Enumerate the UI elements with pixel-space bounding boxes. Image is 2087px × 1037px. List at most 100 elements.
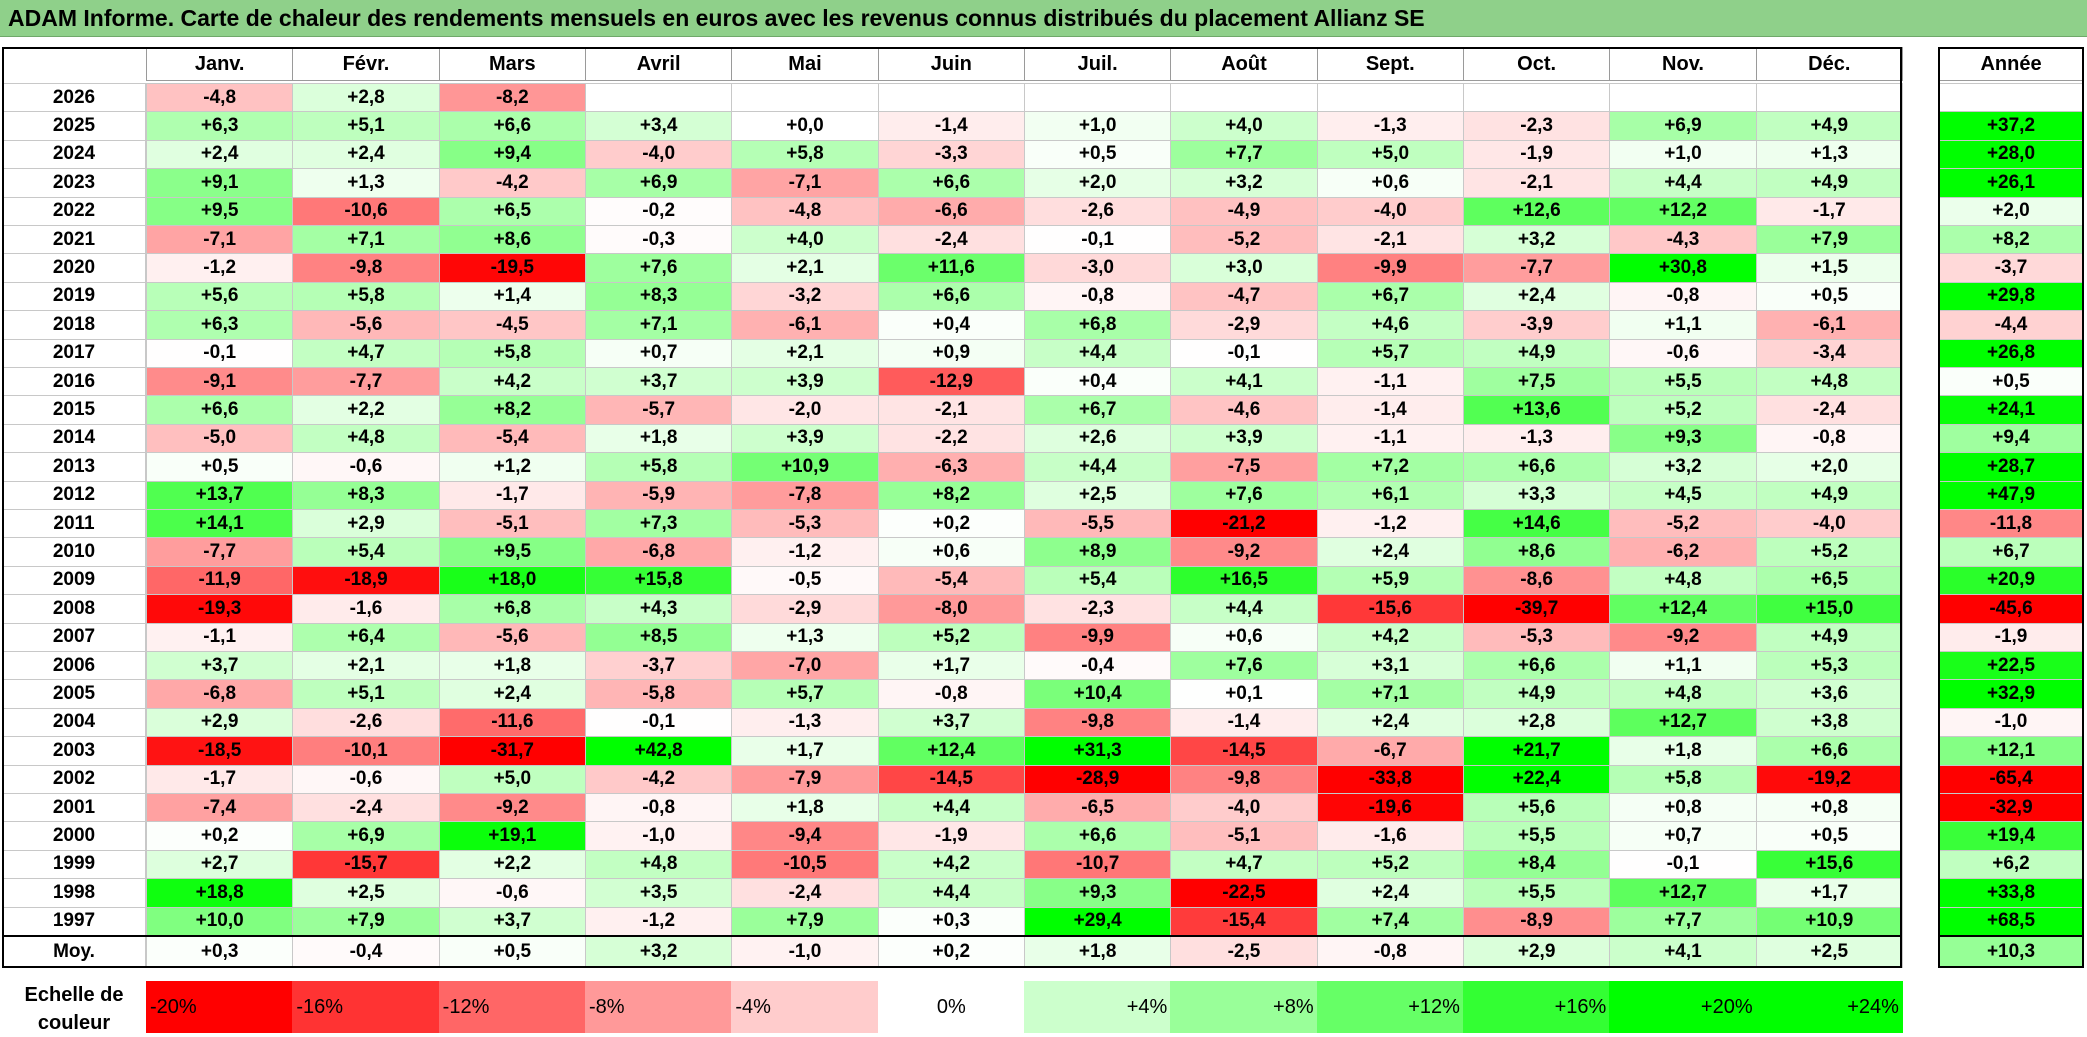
average-cell: +2,9 [1462,936,1611,968]
heatmap-cell: +0,5 [1755,821,1903,851]
year-label: 2025 [2,111,146,141]
heatmap-cell: +12,6 [1462,196,1611,226]
color-scale-step: -16% [292,981,440,1033]
heatmap-cell: -1,0 [584,821,733,851]
heatmap-cell: +12,7 [1609,878,1757,908]
heatmap-cell: +4,2 [1316,622,1464,652]
heatmap-cell: +9,3 [1609,423,1757,454]
heatmap-cell: -4,2 [584,764,733,794]
heatmap-cell: -6,7 [1316,736,1464,766]
annual-cell: +9,4 [1938,423,2084,454]
heatmap-cell: -7,1 [731,168,879,198]
heatmap-cell: +0,7 [584,338,733,368]
heatmap-cell: -4,2 [438,168,586,198]
heatmap-cell: +4,5 [1609,480,1757,510]
heatmap-cell: +2,1 [292,651,440,681]
heatmap-cell: +7,6 [1170,651,1318,681]
year-label: 2001 [2,793,146,823]
heatmap-cell: +3,7 [438,906,586,936]
heatmap-cell: +7,1 [1316,679,1464,709]
annual-cell: +0,5 [1938,367,2084,397]
month-header: Oct. [1462,47,1611,81]
heatmap-cell: -4,8 [731,196,879,226]
heatmap-cell: +4,9 [1755,480,1903,510]
heatmap-cell: -2,9 [1170,310,1318,340]
average-annual-cell: +10,3 [1938,936,2084,968]
heatmap-cell: +6,9 [292,821,440,851]
heatmap-cell: -1,3 [1462,423,1611,454]
heatmap-cell: +8,4 [1462,849,1611,880]
month-header: Févr. [292,47,440,81]
heatmap-cell: +4,7 [292,338,440,368]
annual-cell: -1,0 [1938,707,2084,738]
average-cell: +4,1 [1609,936,1757,968]
year-label: 2018 [2,310,146,340]
heatmap-cell: +4,8 [584,849,733,880]
heatmap-cell: -11,6 [438,707,586,738]
heatmap-cell: -1,3 [1316,111,1464,141]
heatmap-cell: -2,1 [877,395,1025,425]
color-scale-step: -12% [438,981,586,1033]
heatmap-cell: -0,5 [731,565,879,596]
heatmap-cell: -0,8 [584,793,733,823]
heatmap-cell: +13,7 [146,480,294,510]
heatmap-cell: -19,2 [1755,764,1903,794]
month-header: Janv. [146,47,294,81]
heatmap-cell: +5,8 [731,139,879,170]
year-label: 2022 [2,196,146,226]
heatmap-cell: +2,4 [292,139,440,170]
heatmap-cell: +1,2 [438,452,586,482]
heatmap-cell: +6,6 [1023,821,1172,851]
heatmap-cell: -0,6 [438,878,586,908]
heatmap-cell [1316,83,1464,113]
month-header: Avril [584,47,733,81]
month-header: Déc. [1755,47,1903,81]
heatmap-cell: -3,4 [1755,338,1903,368]
heatmap-cell: -14,5 [1170,736,1318,766]
annual-cell: +68,5 [1938,906,2084,936]
heatmap-cell: +5,0 [438,764,586,794]
heatmap-cell: -7,7 [292,367,440,397]
heatmap-cell: +0,4 [1023,367,1172,397]
month-header: Sept. [1316,47,1464,81]
heatmap-cell: +0,6 [1316,168,1464,198]
heatmap-cell: +2,0 [1023,168,1172,198]
average-cell: +3,2 [584,936,733,968]
heatmap-cell: +0,3 [877,906,1025,936]
heatmap-cell: +5,4 [1023,565,1172,596]
heatmap-cell: -5,9 [584,480,733,510]
heatmap-cell: -1,9 [877,821,1025,851]
heatmap-cell: +5,2 [1609,395,1757,425]
heatmap-cell: -7,4 [146,793,294,823]
heatmap-cell: +3,9 [1170,423,1318,454]
heatmap-cell: +14,1 [146,509,294,539]
heatmap-cell: +4,4 [877,793,1025,823]
heatmap-cell: -1,7 [1755,196,1903,226]
year-label: 2016 [2,367,146,397]
heatmap-cell: +4,9 [1755,168,1903,198]
heatmap-cell: +4,4 [1609,168,1757,198]
heatmap-cell: +4,8 [1755,367,1903,397]
heatmap-cell: +5,0 [1316,139,1464,170]
annual-cell: +20,9 [1938,565,2084,596]
heatmap-cell: +7,7 [1609,906,1757,936]
heatmap-cell: -5,8 [584,679,733,709]
heatmap-cell: +2,6 [1023,423,1172,454]
heatmap-cell: +2,8 [1462,707,1611,738]
heatmap-cell: +7,1 [584,310,733,340]
heatmap-cell: -5,1 [1170,821,1318,851]
heatmap-cell: -3,9 [1462,310,1611,340]
color-scale-step: +8% [1170,981,1318,1033]
heatmap-cell: +5,6 [146,281,294,312]
heatmap-cell: +2,4 [438,679,586,709]
heatmap-cell: +3,6 [1755,679,1903,709]
heatmap-cell: +8,6 [1462,537,1611,567]
heatmap-cell: +4,8 [1609,679,1757,709]
heatmap-cell: +31,3 [1023,736,1172,766]
heatmap-cell: +19,1 [438,821,586,851]
heatmap-cell: -0,6 [1609,338,1757,368]
average-separator [2,935,1902,937]
heatmap-cell: +12,7 [1609,707,1757,738]
heatmap-cell: +11,6 [877,253,1025,283]
year-label: 2010 [2,537,146,567]
